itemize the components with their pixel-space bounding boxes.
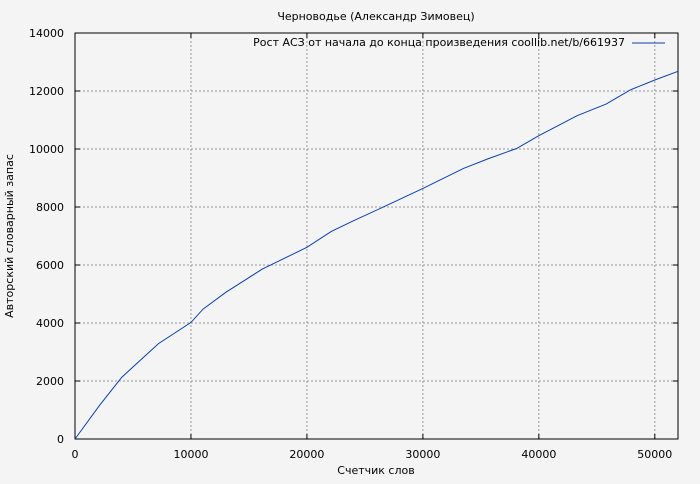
- y-tick-label: 8000: [36, 201, 64, 214]
- x-axis-label: Счетчик слов: [337, 464, 414, 477]
- y-axis-label: Авторский словарный запас: [3, 154, 16, 318]
- legend-label: Рост АСЗ от начала до конца произведения…: [253, 36, 625, 49]
- x-tick-label: 0: [72, 448, 79, 461]
- series-lines: [74, 70, 679, 440]
- chart-title: Черноводье (Александр Зимовец): [277, 10, 474, 23]
- y-tick-label: 6000: [36, 259, 64, 272]
- x-tick-label: 10000: [173, 448, 208, 461]
- y-tick-label: 0: [57, 433, 64, 446]
- x-tick-label: 50000: [637, 448, 672, 461]
- y-tick-label: 10000: [29, 143, 64, 156]
- y-tick-label: 2000: [36, 375, 64, 388]
- series-line: [74, 70, 679, 440]
- x-tick-label: 30000: [405, 448, 440, 461]
- x-tick-label: 40000: [521, 448, 556, 461]
- x-tick-label: 20000: [289, 448, 324, 461]
- y-tick-label: 4000: [36, 317, 64, 330]
- y-tick-label: 14000: [29, 27, 64, 40]
- ticks: 0 2000 4000 6000 8000 10000 12000 14000 0 10000 20…: [29, 27, 678, 461]
- plot-frame: [74, 32, 679, 440]
- y-tick-label: 12000: [29, 85, 64, 98]
- grid: [75, 33, 678, 439]
